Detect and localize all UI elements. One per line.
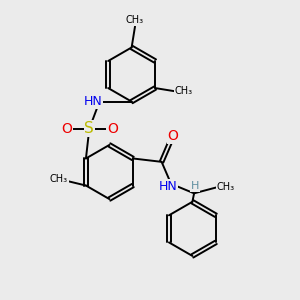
Text: CH₃: CH₃ bbox=[216, 182, 234, 192]
Text: HN: HN bbox=[83, 95, 102, 108]
Text: HN: HN bbox=[159, 180, 178, 193]
Text: CH₃: CH₃ bbox=[50, 174, 68, 184]
Text: S: S bbox=[84, 121, 94, 136]
Text: CH₃: CH₃ bbox=[174, 86, 193, 96]
Text: O: O bbox=[168, 129, 178, 143]
Text: H: H bbox=[190, 181, 199, 191]
Text: CH₃: CH₃ bbox=[126, 15, 144, 26]
Text: O: O bbox=[107, 122, 118, 136]
Text: O: O bbox=[61, 122, 72, 136]
